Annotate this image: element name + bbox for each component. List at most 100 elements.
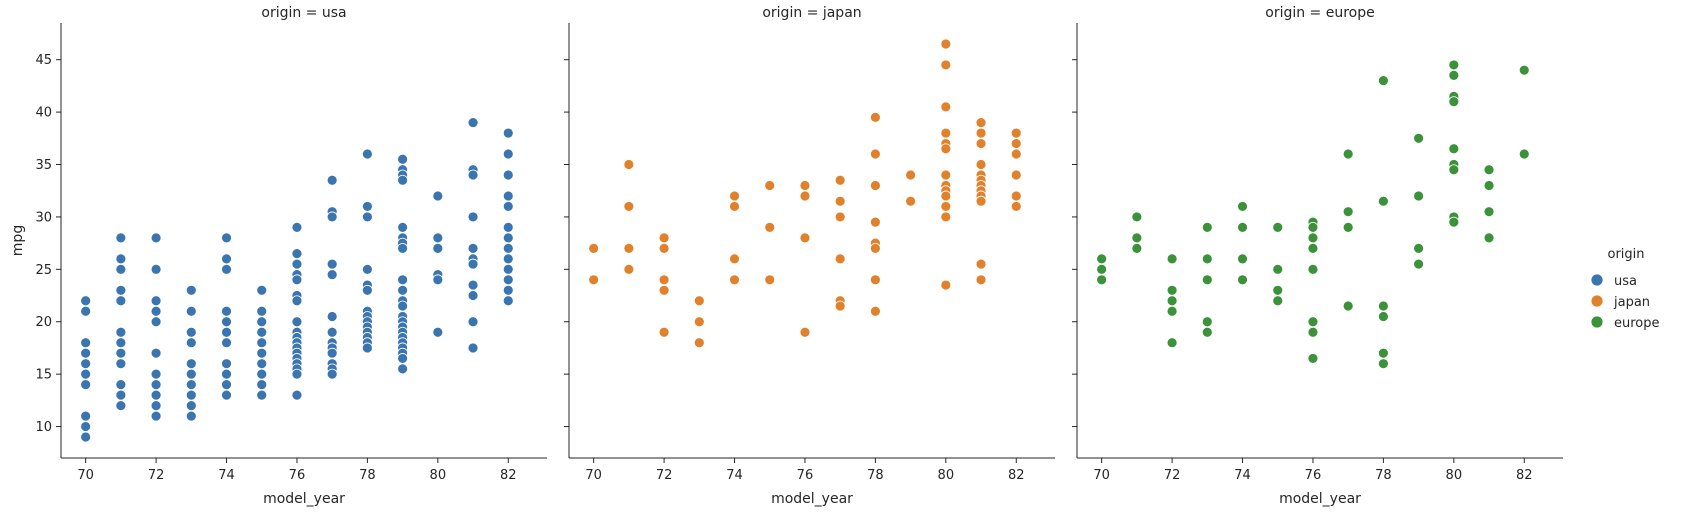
data-point — [502, 274, 514, 286]
data-point — [361, 342, 373, 354]
x-tick-label: 80 — [1446, 468, 1463, 483]
data-point — [115, 263, 127, 275]
data-point — [1483, 232, 1495, 244]
data-point — [940, 143, 952, 155]
data-point — [150, 263, 162, 275]
data-point — [326, 326, 338, 338]
series-japan — [588, 38, 1022, 349]
data-point — [834, 211, 846, 223]
facet-panel-japan: origin = japan 70 72 74 76 78 80 82 model_year — [564, 5, 1055, 507]
x-tick-label: 82 — [1008, 468, 1025, 483]
data-point — [80, 337, 92, 349]
data-point — [397, 300, 409, 312]
data-point — [115, 326, 127, 338]
data-point — [326, 368, 338, 380]
x-tick-label: 76 — [289, 468, 306, 483]
legend: origin usa japan europe — [1590, 247, 1660, 331]
data-point — [80, 368, 92, 380]
data-point — [150, 316, 162, 328]
data-point — [1342, 148, 1354, 160]
data-point — [940, 211, 952, 223]
legend-marker-europe — [1590, 315, 1604, 329]
data-point — [1096, 263, 1108, 275]
data-point — [799, 180, 811, 191]
data-point — [256, 358, 268, 370]
data-point — [1272, 263, 1284, 275]
data-point — [658, 284, 670, 296]
data-point — [905, 195, 917, 207]
data-point — [869, 242, 881, 254]
data-point — [588, 242, 600, 254]
data-point — [623, 201, 635, 212]
data-point — [1307, 326, 1319, 338]
data-point — [799, 232, 811, 244]
data-point — [432, 232, 444, 244]
data-point — [623, 159, 635, 170]
x-tick-label: 78 — [359, 468, 376, 483]
data-point — [361, 284, 373, 296]
data-point — [940, 59, 952, 71]
data-point — [1272, 295, 1284, 307]
data-point — [1237, 221, 1248, 233]
data-point — [256, 284, 268, 296]
data-point — [221, 316, 232, 328]
facet-panel-europe: origin = europe 70 72 74 76 78 80 82 model_year — [1072, 5, 1563, 507]
data-point — [975, 117, 987, 128]
data-point — [1483, 180, 1495, 191]
data-point — [1413, 190, 1425, 202]
data-point — [764, 274, 776, 286]
y-tick-label: 30 — [35, 210, 52, 225]
data-point — [361, 263, 373, 275]
legend-marker-japan — [1590, 294, 1604, 308]
data-point — [80, 295, 92, 307]
data-point — [221, 379, 232, 391]
data-point — [150, 410, 162, 422]
data-point — [799, 190, 811, 202]
data-point — [1483, 164, 1495, 176]
data-point — [502, 232, 514, 244]
data-point — [1201, 316, 1213, 328]
data-point — [1307, 232, 1319, 244]
data-point — [834, 174, 846, 186]
data-point — [1096, 253, 1108, 265]
data-point — [467, 211, 479, 223]
data-point — [291, 295, 303, 307]
data-point — [834, 253, 846, 265]
panel-title: origin = japan — [762, 5, 861, 21]
data-point — [221, 326, 232, 338]
data-point — [693, 295, 705, 307]
data-point — [221, 263, 232, 275]
data-point — [869, 274, 881, 286]
x-axis-label: model_year — [1279, 491, 1361, 507]
data-point — [623, 263, 635, 275]
data-point — [221, 368, 232, 380]
data-point — [397, 363, 409, 375]
data-point — [975, 195, 987, 207]
data-point — [256, 326, 268, 338]
data-point — [502, 295, 514, 307]
data-point — [150, 347, 162, 359]
x-tick-label: 70 — [585, 468, 602, 483]
data-point — [1413, 132, 1425, 144]
data-point — [467, 242, 479, 254]
data-point — [1307, 263, 1319, 275]
data-point — [1448, 143, 1460, 155]
data-point — [1131, 242, 1143, 254]
data-point — [80, 431, 92, 443]
data-point — [1201, 253, 1213, 265]
data-point — [1342, 300, 1354, 312]
data-point — [623, 242, 635, 254]
data-point — [502, 127, 514, 139]
data-point — [588, 274, 600, 286]
data-point — [1448, 70, 1460, 81]
x-tick-label: 70 — [1093, 468, 1110, 483]
data-point — [658, 326, 670, 338]
data-point — [1448, 96, 1460, 108]
data-point — [502, 242, 514, 254]
data-point — [1448, 164, 1460, 176]
data-point — [1307, 316, 1319, 328]
data-point — [869, 111, 881, 123]
data-point — [693, 337, 705, 349]
data-point — [729, 253, 740, 265]
data-point — [150, 379, 162, 391]
